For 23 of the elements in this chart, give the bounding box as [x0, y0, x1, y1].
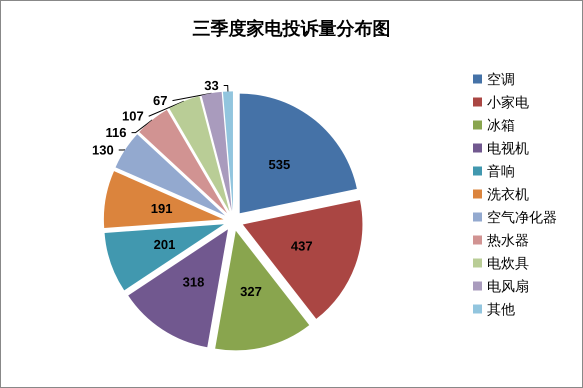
legend-label: 小家电 [487, 94, 529, 110]
legend-label: 电炊具 [487, 255, 529, 271]
data-label: 116 [106, 125, 127, 140]
legend-label: 电风扇 [487, 278, 529, 294]
data-label: 67 [152, 93, 168, 108]
data-label: 201 [154, 237, 176, 252]
legend-label: 冰箱 [487, 117, 515, 133]
data-label: 191 [150, 201, 172, 216]
data-label: 437 [290, 238, 313, 254]
legend-label: 电视机 [487, 140, 529, 156]
legend-label: 洗衣机 [487, 186, 529, 202]
chart-title: 三季度家电投诉量分布图 [192, 18, 390, 40]
legend-label: 音响 [487, 163, 515, 179]
data-label: 33 [204, 78, 219, 93]
data-label: 107 [122, 108, 144, 124]
legend-label: 热水器 [487, 232, 529, 248]
legend-label: 其他 [487, 301, 515, 317]
legend-label: 空调 [487, 71, 515, 87]
data-label: 130 [92, 142, 114, 158]
data-label: 318 [182, 274, 204, 290]
legend-label: 空气净化器 [487, 209, 557, 225]
data-label: 327 [240, 284, 262, 300]
data-label: 535 [268, 157, 290, 172]
